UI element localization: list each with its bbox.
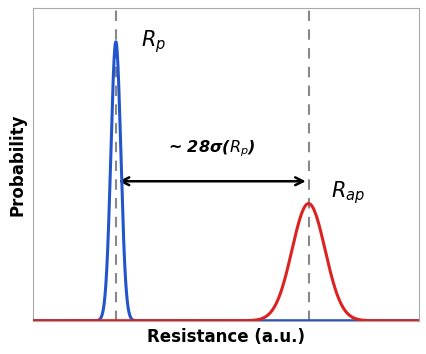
Text: ~ 28σ($R_p$): ~ 28σ($R_p$) xyxy=(168,138,255,159)
Text: $\mathbf{\it{R_p}}$: $\mathbf{\it{R_p}}$ xyxy=(140,28,165,55)
Text: $\mathbf{\it{R_{ap}}}$: $\mathbf{\it{R_{ap}}}$ xyxy=(330,179,364,206)
X-axis label: Resistance (a.u.): Resistance (a.u.) xyxy=(147,328,304,346)
Y-axis label: Probability: Probability xyxy=(9,113,26,216)
